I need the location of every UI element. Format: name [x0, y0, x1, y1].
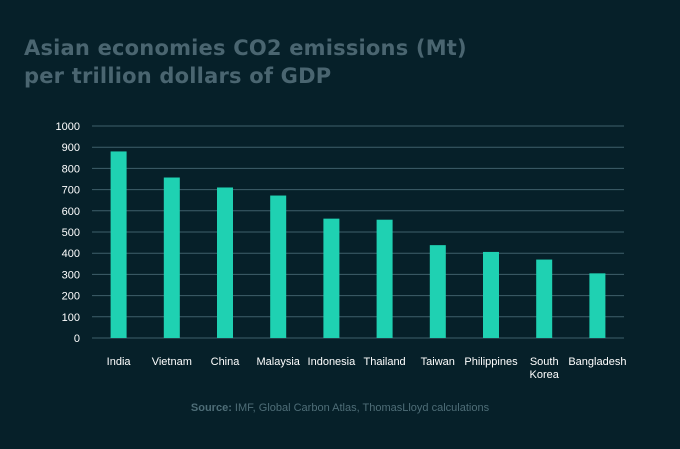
- bar-indonesia: [323, 218, 340, 338]
- y-tick-label: 300: [62, 269, 80, 281]
- y-tick-label: 100: [62, 312, 80, 324]
- x-tick-label: Vietnam: [152, 356, 192, 368]
- x-tick-label: China: [211, 356, 241, 368]
- x-tick-label: Bangladesh: [568, 356, 626, 368]
- y-tick-label: 0: [74, 333, 80, 345]
- bar-thailand: [376, 219, 393, 338]
- bar-malaysia: [270, 195, 287, 338]
- bar-china: [217, 187, 233, 338]
- chart-title: Asian economies CO2 emissions (Mt) per t…: [24, 34, 644, 90]
- y-tick-label: 900: [62, 142, 80, 154]
- y-tick-label: 500: [62, 227, 80, 239]
- x-tick-label: Indonesia: [308, 356, 357, 368]
- source-text: IMF, Global Carbon Atlas, ThomasLloyd ca…: [231, 402, 490, 414]
- bar-south-korea: [536, 259, 553, 338]
- bar-taiwan: [429, 245, 446, 338]
- bar-india: [110, 151, 127, 338]
- y-tick-label: 1000: [56, 121, 80, 133]
- bar-philippines: [483, 251, 499, 338]
- x-tick-label: Malaysia: [256, 356, 300, 368]
- x-tick-label: South Korea: [530, 356, 560, 381]
- source-label: Source:: [190, 402, 232, 414]
- x-tick-label: Taiwan: [421, 356, 455, 368]
- bar-vietnam: [163, 177, 180, 338]
- y-tick-label: 400: [62, 248, 80, 260]
- chart-title-line-2: per trillion dollars of GDP: [24, 64, 332, 88]
- bar-bangladesh: [589, 273, 606, 338]
- x-tick-label: Philippines: [464, 356, 518, 368]
- source-note: Source: IMF, Global Carbon Atlas, Thomas…: [0, 402, 680, 414]
- y-tick-label: 800: [62, 163, 80, 175]
- y-tick-label: 200: [62, 291, 80, 303]
- x-tick-label: India: [107, 356, 132, 368]
- y-tick-label: 600: [62, 206, 80, 218]
- chart-title-line-1: Asian economies CO2 emissions (Mt): [24, 36, 467, 60]
- y-tick-label: 700: [62, 185, 80, 197]
- x-tick-label: Thailand: [363, 356, 405, 368]
